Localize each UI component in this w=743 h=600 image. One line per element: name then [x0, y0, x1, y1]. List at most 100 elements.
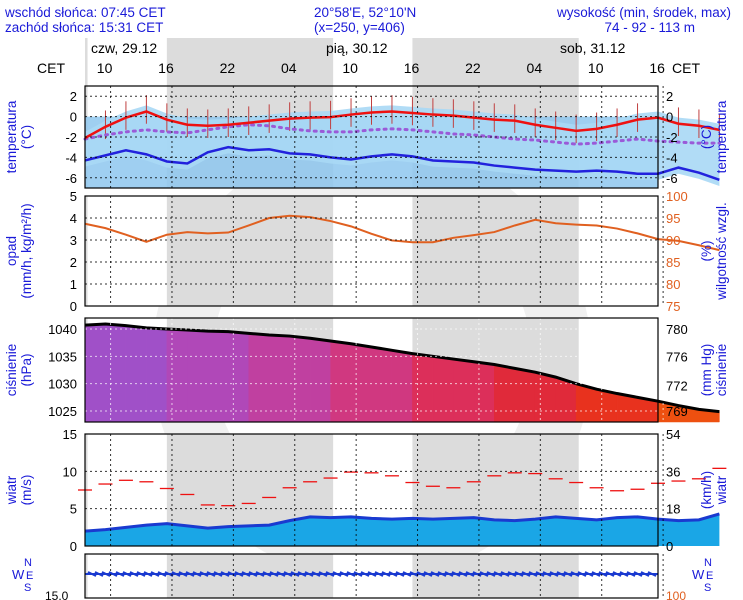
wind-direction-arrow [87, 571, 97, 577]
wind-direction-arrow [150, 571, 160, 577]
wind-direction-arrow [94, 571, 104, 577]
precip-ytick: 1 [70, 277, 77, 292]
wind-direction-arrow [465, 571, 475, 577]
wind-direction-arrow [143, 571, 153, 577]
wind-ytick-kmh: 54 [666, 427, 680, 442]
wind-direction-arrow [297, 571, 307, 577]
precip-ytick: 0 [70, 299, 77, 314]
precip-axis-title: opad [4, 236, 19, 266]
wind-direction-arrow [192, 571, 202, 577]
pressure-fill [432, 356, 454, 423]
wind-direction-arrow [395, 571, 405, 577]
grid-point-label: (x=250, y=406) [314, 20, 405, 35]
pressure-fill [187, 329, 209, 423]
wind-direction-arrow [213, 571, 223, 577]
pressure-fill [289, 335, 311, 423]
wind-direction-arrow [640, 571, 650, 577]
night-band [85, 196, 88, 306]
temp-axis-title-right: temperatura [714, 100, 729, 173]
wind-direction-arrow [514, 571, 524, 577]
humidity-ytick: 75 [666, 299, 680, 314]
wind-direction-arrow [549, 571, 559, 577]
timezone-right: CET [672, 60, 700, 76]
precip-ytick: 2 [70, 255, 77, 270]
pressure-fill [473, 361, 495, 423]
bottom-panel-partial-tick: 15.0 [45, 589, 69, 600]
wind-direction-arrow [472, 571, 482, 577]
compass-w-right: W [692, 567, 705, 582]
night-band [166, 196, 334, 306]
pressure-fill [166, 328, 188, 423]
wind-direction-arrow [451, 571, 461, 577]
panel-frame [84, 317, 659, 423]
temp-ytick-right: -4 [666, 150, 678, 165]
wind-direction-arrow [171, 571, 181, 577]
wind-direction-arrow [311, 571, 321, 577]
temp-ytick-left: 2 [70, 89, 77, 104]
wind-direction-arrow [528, 571, 538, 577]
panel-frame [84, 85, 659, 189]
wind-direction-arrow [507, 571, 517, 577]
altitude-values: 74 - 92 - 113 m [604, 20, 695, 35]
wind-direction-arrow [584, 571, 594, 577]
temp-ytick-left: -6 [65, 171, 77, 186]
panel-frame [84, 553, 659, 599]
sunrise-label: wschód słońca: 07:45 CET [5, 5, 166, 20]
wind-direction-arrow [542, 571, 552, 577]
wind-direction-arrow [241, 571, 251, 577]
humidity-axis-title: wilgotność wzgl. [714, 202, 729, 301]
wind-direction-arrow [325, 571, 335, 577]
pressure-ytick-mmhg: 776 [666, 349, 688, 364]
wind-direction-arrow [409, 571, 419, 577]
ground-temp-line [83, 123, 721, 146]
temp-axis-title-left: temperatura [4, 100, 19, 173]
wind-direction-arrow [157, 571, 167, 577]
night-band [85, 554, 88, 598]
wind-axis-title-kmh: wiatr [714, 475, 729, 505]
wind-direction-arrow [444, 571, 454, 577]
compass-e-left: E [26, 570, 33, 582]
precip-axis-title: (mm/h, kg/m²/h) [19, 203, 34, 298]
temp-ytick-left: 0 [70, 110, 77, 125]
hour-tick-label: 10 [342, 60, 358, 76]
pressure-fill [412, 353, 434, 423]
hour-tick-label: 04 [281, 60, 297, 76]
pressure-ytick-hpa: 1030 [48, 377, 77, 392]
night-band-axis [412, 38, 579, 86]
wind-direction-arrow [269, 571, 279, 577]
wind-axis-title-ms: (m/s) [19, 475, 34, 506]
compass-s-left: S [24, 582, 31, 594]
wind-direction-arrow [430, 571, 440, 577]
humidity-axis-title: (%) [699, 241, 714, 262]
pressure-fill [84, 323, 106, 423]
wind-direction-arrow [486, 571, 496, 577]
wind-direction-arrow [136, 571, 146, 577]
temp-ytick-right: 2 [666, 89, 673, 104]
wind-ytick-kmh: 36 [666, 464, 680, 479]
wind-axis-title-kmh: (km/h) [699, 471, 714, 509]
pressure-fill [207, 330, 229, 423]
wind-speed-line [84, 512, 720, 533]
wind-direction-arrow [521, 571, 531, 577]
wind-ytick-kmh: 18 [666, 502, 680, 517]
temp-ytick-left: -2 [65, 130, 77, 145]
temp-ytick-left: -4 [65, 150, 77, 165]
pressure-fill [330, 340, 352, 423]
wind-ytick-kmh: 0 [666, 539, 673, 554]
pressure-fill [268, 334, 290, 423]
precip-ytick: 5 [70, 189, 77, 204]
humidity-ytick: 80 [666, 277, 680, 292]
temp-axis-title-right: (°C) [699, 125, 714, 149]
compass-s-right: S [704, 582, 711, 594]
wind-direction-arrow [276, 571, 286, 577]
humidity-ytick: 90 [666, 233, 680, 248]
wind-direction-arrow [388, 571, 398, 577]
wind-direction-arrow [374, 571, 384, 577]
temperature-line [84, 110, 720, 140]
pressure-fill [125, 325, 147, 423]
wind-direction-arrow [591, 571, 601, 577]
wind-direction-arrow [227, 571, 237, 577]
precip-ytick: 3 [70, 233, 77, 248]
pressure-fill [105, 323, 127, 423]
wind-direction-arrow [353, 571, 363, 577]
